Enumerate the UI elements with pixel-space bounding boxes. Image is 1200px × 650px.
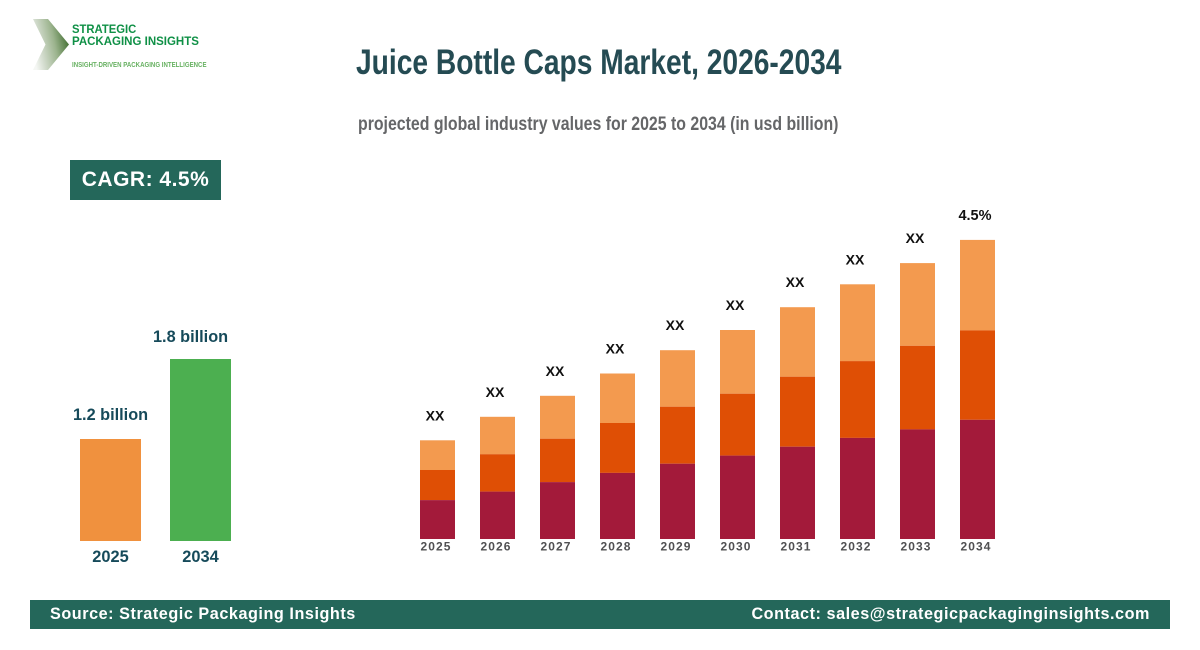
svg-text:2034: 2034 <box>960 540 991 554</box>
svg-text:2033: 2033 <box>900 540 931 554</box>
svg-text:XX: XX <box>846 251 865 267</box>
svg-text:2031: 2031 <box>780 540 811 554</box>
svg-text:2032: 2032 <box>840 540 871 554</box>
svg-text:XX: XX <box>666 317 685 333</box>
svg-text:2028: 2028 <box>600 540 631 554</box>
svg-text:2029: 2029 <box>660 540 691 554</box>
svg-text:XX: XX <box>546 363 565 379</box>
svg-text:XX: XX <box>726 297 745 313</box>
svg-text:2025: 2025 <box>420 540 451 554</box>
svg-text:XX: XX <box>786 274 805 290</box>
svg-text:XX: XX <box>486 384 505 400</box>
svg-text:4.5%: 4.5% <box>958 208 991 224</box>
svg-text:XX: XX <box>606 341 625 357</box>
svg-text:XX: XX <box>426 407 445 423</box>
svg-text:2027: 2027 <box>540 540 571 554</box>
svg-text:2026: 2026 <box>480 540 511 554</box>
svg-text:XX: XX <box>906 230 925 246</box>
svg-text:2030: 2030 <box>720 540 751 554</box>
